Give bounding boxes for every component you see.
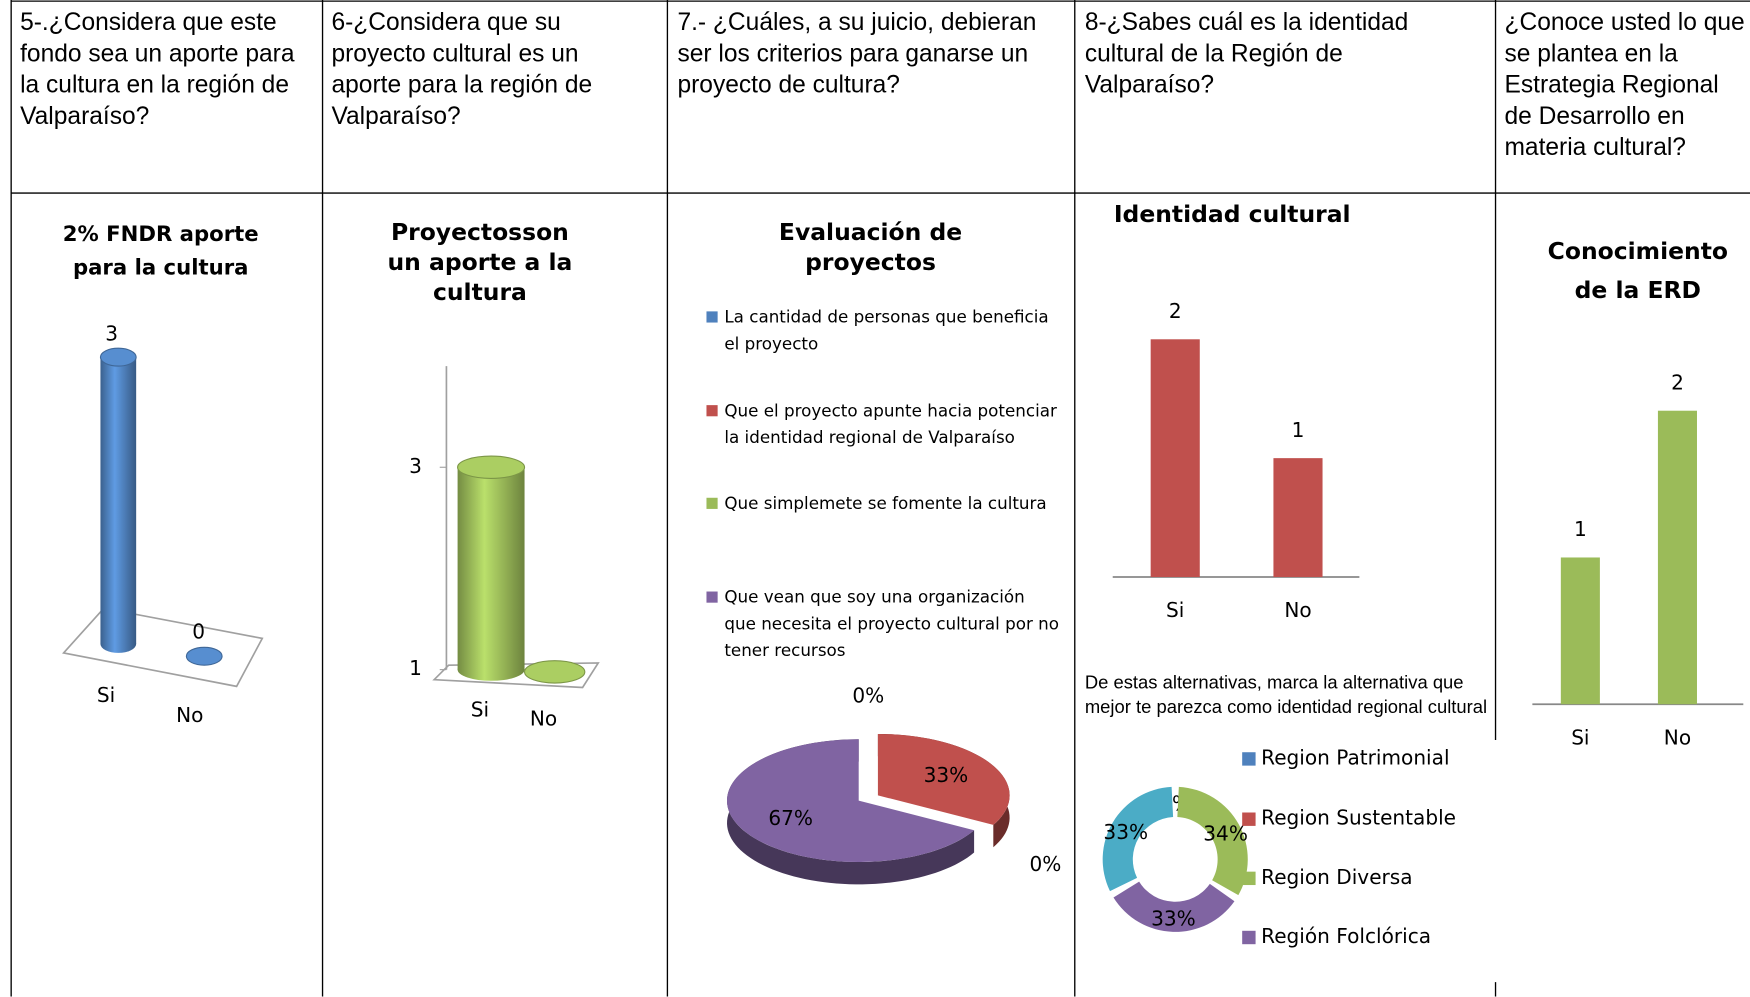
header-cell: 5-.¿Considera que este fondo sea un apor…	[20, 7, 295, 130]
data-label: 0	[192, 619, 205, 643]
data-label: 3	[105, 321, 118, 345]
data-label: 0%	[1029, 852, 1061, 876]
data-label: 34%	[1203, 822, 1248, 846]
chart-title: De estas alternativas, marca la alternat…	[1084, 672, 1488, 718]
y-tick-label: 3	[409, 454, 422, 478]
header-cell: 7.- ¿Cuáles, a su juicio, debieran ser l…	[677, 7, 1037, 99]
bar	[1273, 458, 1323, 578]
data-label: 1	[1292, 418, 1305, 442]
legend-label: Que simplemete se fomente la cultura	[724, 493, 1047, 514]
bar	[1150, 339, 1200, 578]
x-tick-label: No	[176, 703, 203, 727]
data-label: 2	[1671, 370, 1684, 394]
data-label: 67%	[768, 806, 813, 830]
slice-top	[877, 733, 1010, 825]
bar	[1657, 410, 1697, 705]
x-tick-label: No	[1284, 598, 1311, 622]
x-tick-label: Si	[471, 697, 489, 721]
pie-slice	[877, 733, 1010, 848]
bar-top	[99, 347, 137, 367]
legend-swatch	[706, 311, 718, 323]
bar	[99, 347, 137, 653]
data-label: 33%	[1151, 907, 1196, 931]
data-label: 2	[1169, 299, 1182, 323]
doughnut-slice	[1113, 881, 1235, 932]
chart-title: Evaluación de proyectos	[778, 218, 963, 276]
legend-label: Que vean que soy una organización que ne…	[724, 587, 1060, 661]
pie-slice	[726, 739, 975, 885]
chart-title: Proyectosson un aporte a la cultura	[387, 218, 573, 306]
x-tick-label: No	[530, 706, 557, 730]
header-cell: 6-¿Considera que su proyecto cultural es…	[331, 7, 593, 130]
floor	[62, 607, 264, 688]
legend-label: Region Patrimonial	[1261, 745, 1449, 769]
data-label: 33%	[1103, 820, 1148, 844]
legend-label: Region Diversa	[1261, 865, 1412, 889]
x-tick-label: Si	[1571, 725, 1589, 749]
bar	[185, 646, 223, 666]
legend-item: Que el proyecto apunte hacia potenciar l…	[706, 397, 1059, 451]
legend-item: Que simplemete se fomente la cultura	[706, 490, 1059, 517]
bar-bottom	[100, 635, 137, 653]
bar-body	[457, 467, 525, 670]
chart-title: Identidad cultural	[1113, 200, 1351, 228]
legend-item: Que vean que soy una organización que ne…	[706, 584, 1059, 664]
x-tick-label: Si	[97, 683, 115, 707]
legend-swatch	[706, 591, 718, 603]
chart-title: Conocimiento de la ERD	[1547, 237, 1729, 304]
legend-label: Region Sustentable	[1261, 806, 1456, 830]
legend-swatch	[1242, 752, 1256, 766]
data-label: 0%	[852, 684, 884, 708]
header-cell: ¿Conoce usted lo que se plantea en la Es…	[1504, 7, 1745, 161]
bar	[1560, 557, 1600, 705]
header-cell: 8-¿Sabes cuál es la identidad cultural d…	[1084, 7, 1409, 99]
data-label: 1	[1574, 517, 1587, 541]
chart-title: 2% FNDR aporte para la cultura	[62, 222, 259, 281]
legend-swatch	[706, 405, 718, 417]
slice-top	[726, 739, 975, 863]
x-tick-label: No	[1664, 725, 1691, 749]
x-tick-label: Si	[1166, 598, 1184, 622]
bar-bottom	[457, 658, 525, 681]
legend-swatch	[1242, 812, 1256, 826]
legend-item: La cantidad de personas que beneficia el…	[706, 304, 1059, 358]
bar-top	[185, 646, 223, 666]
legend-label: La cantidad de personas que beneficia el…	[724, 306, 1049, 354]
data-label: 33%	[924, 763, 969, 787]
legend-label: Región Folclórica	[1261, 924, 1431, 948]
legend-swatch	[1242, 871, 1256, 886]
bar-top	[523, 660, 586, 684]
doughnut-slice	[1177, 786, 1248, 896]
bar-body	[100, 357, 137, 644]
doughnut-slice	[1102, 786, 1174, 892]
legend-label: Que el proyecto apunte hacia potenciar l…	[724, 400, 1057, 448]
bar-top	[457, 455, 526, 479]
legend-swatch	[1242, 930, 1256, 945]
table-lines	[10, 0, 1750, 997]
bar	[457, 455, 526, 681]
y-tick-label: 1	[409, 656, 422, 680]
bar	[523, 660, 586, 684]
legend-swatch	[706, 497, 718, 509]
